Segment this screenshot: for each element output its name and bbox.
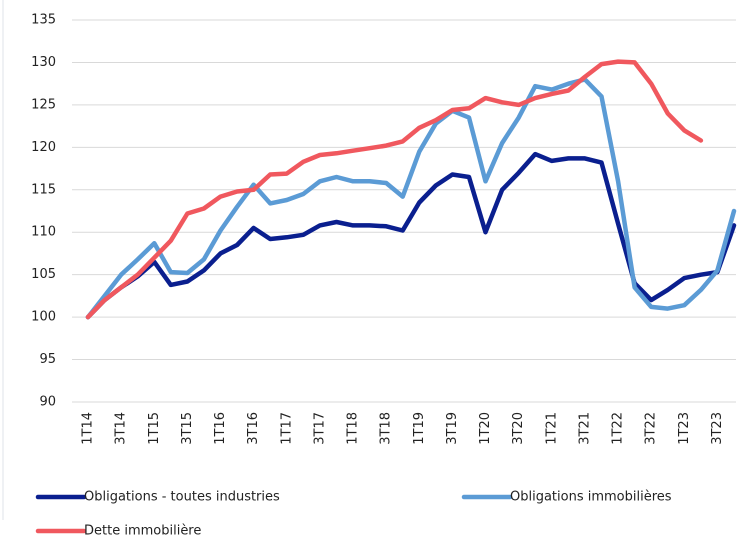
legend-label: Dette immobilière [84,524,201,539]
y-tick-label: 120 [31,140,56,155]
series-line [85,151,737,320]
x-tick-label: 3T17 [312,412,327,445]
legend-label: Obligations immobilières [510,490,672,505]
x-tick-label: 3T20 [511,412,526,445]
y-tick-label: 115 [31,182,56,197]
x-tick-label: 1T19 [412,412,427,445]
y-tick-label: 100 [31,310,56,325]
series-line [85,59,704,320]
y-tick-label: 110 [31,225,56,240]
x-tick-label: 3T22 [644,412,659,445]
x-tick-label: 1T18 [346,412,361,445]
x-tick-label: 3T14 [114,412,129,445]
y-tick-label: 125 [31,97,56,112]
x-tick-label: 1T23 [677,412,692,445]
x-tick-label: 3T15 [180,412,195,445]
x-tick-label: 1T16 [213,412,228,445]
x-tick-label: 1T17 [279,412,294,445]
y-tick-label: 95 [39,352,56,367]
x-tick-label: 1T21 [544,412,559,445]
y-tick-label: 90 [39,395,56,410]
legend-label: Obligations - toutes industries [84,490,280,505]
x-tick-label: 1T22 [611,412,626,445]
x-tick-label: 3T18 [379,412,394,445]
series-line [85,77,737,320]
y-tick-label: 135 [31,13,56,28]
x-tick-label: 3T16 [246,412,261,445]
y-tick-label: 105 [31,267,56,282]
x-tick-label: 3T23 [710,412,725,445]
x-tick-label: 3T21 [577,412,592,445]
y-tick-label: 130 [31,55,56,70]
x-tick-label: 1T15 [147,412,162,445]
x-tick-label: 1T20 [478,412,493,445]
x-tick-label: 1T14 [81,412,96,445]
x-tick-label: 3T19 [445,412,460,445]
